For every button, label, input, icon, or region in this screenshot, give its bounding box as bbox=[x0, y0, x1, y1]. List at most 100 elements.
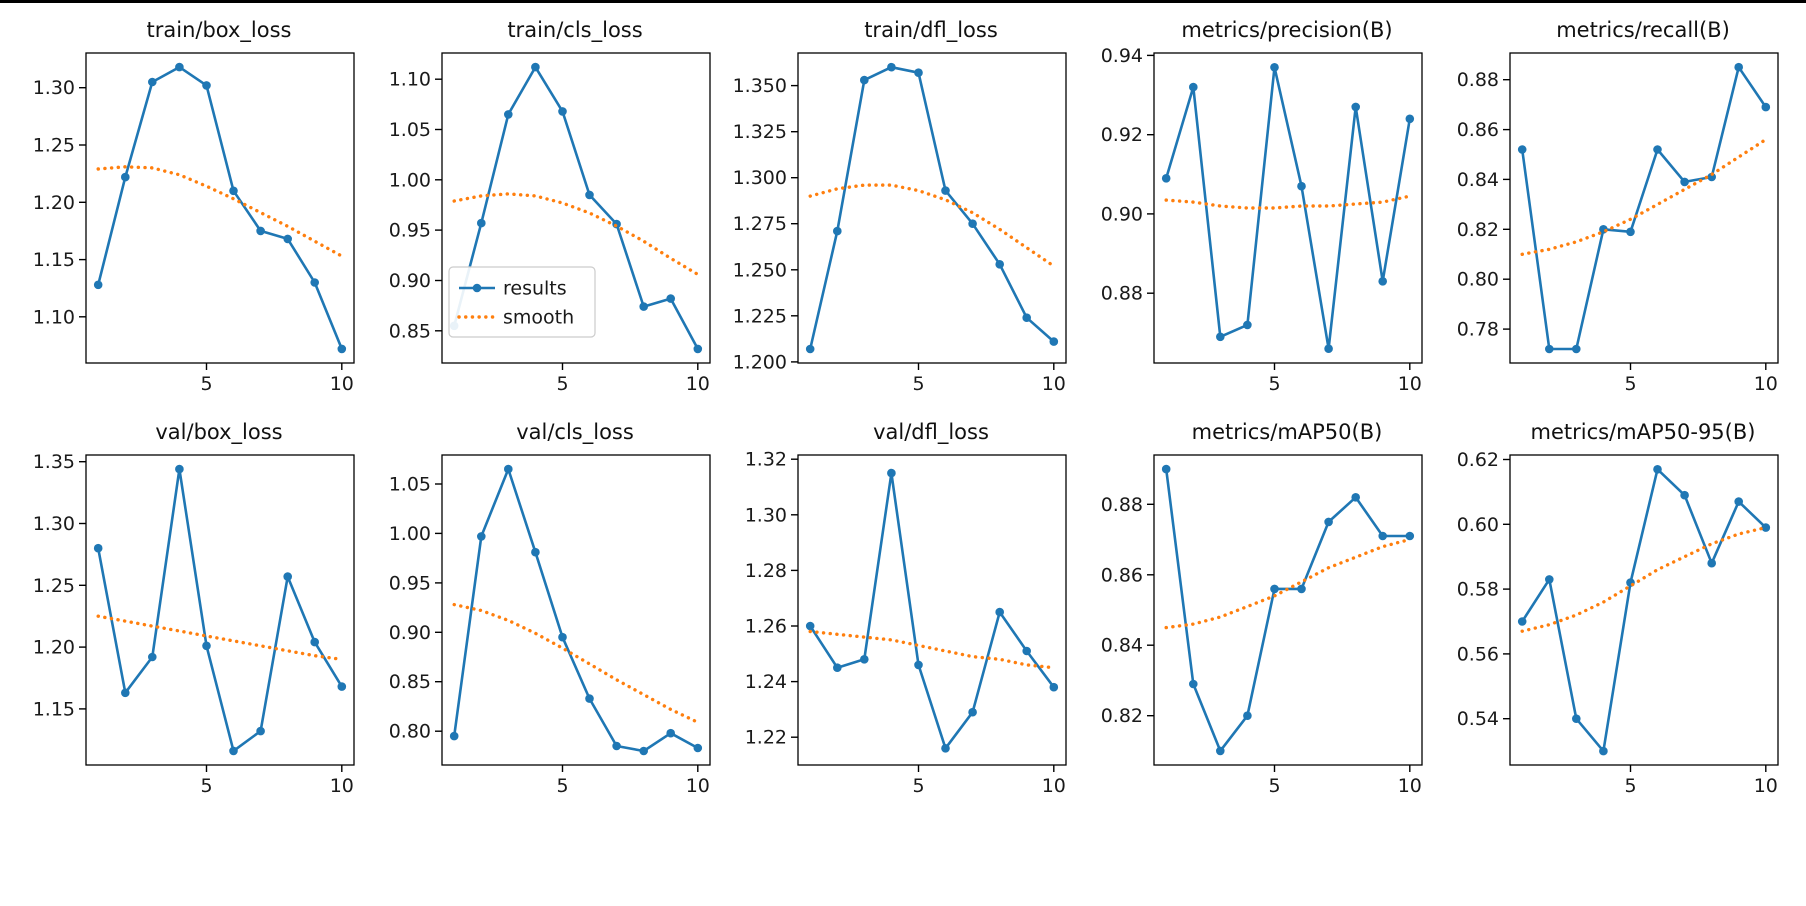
y-tick-label: 0.85 bbox=[389, 320, 431, 342]
data-point-marker bbox=[1022, 646, 1031, 656]
data-point-marker bbox=[121, 688, 130, 698]
chart-train-cls-loss: train/cls_loss 0.85 0.90 0.95 1.00 1.05 1.10 5… bbox=[376, 15, 718, 397]
data-point-marker bbox=[1161, 464, 1171, 474]
axes-spines bbox=[797, 454, 1067, 766]
data-point-marker bbox=[1049, 682, 1059, 692]
y-tick-label: 0.86 bbox=[1457, 119, 1499, 141]
data-point-marker bbox=[941, 744, 950, 753]
data-point-marker bbox=[504, 110, 513, 119]
data-point-marker bbox=[1761, 102, 1771, 112]
chart-title-val-box-loss: val/box_loss bbox=[155, 420, 283, 444]
plot-canvas-metrics-map50-95: 0.54 0.56 0.58 0.60 0.62 5 10 bbox=[1457, 449, 1779, 797]
data-point-marker bbox=[1270, 584, 1279, 594]
y-tick-label: 0.90 bbox=[1101, 203, 1143, 225]
results-line bbox=[96, 467, 343, 753]
chart-train-dfl-loss: train/dfl_loss 1.200 1.225 1.250 1.275 1.300… bbox=[732, 15, 1074, 397]
chart-metrics-recall: metrics/recall(B) 0.78 0.80 0.82 0.84 0.86 0.… bbox=[1444, 15, 1786, 397]
data-point-marker bbox=[666, 294, 675, 303]
y-tick-label: 1.00 bbox=[389, 523, 431, 545]
x-tick-label: 5 bbox=[912, 373, 924, 395]
y-tick-label: 1.30 bbox=[33, 513, 75, 535]
data-point-marker bbox=[995, 607, 1004, 617]
data-point-marker bbox=[1189, 82, 1198, 92]
data-point-marker bbox=[93, 543, 103, 553]
x-tick-label: 10 bbox=[1754, 775, 1778, 797]
data-point-marker bbox=[477, 532, 486, 541]
y-tick-label: 1.26 bbox=[745, 616, 787, 638]
y-tick-label: 1.225 bbox=[733, 305, 787, 327]
x-tick-label: 10 bbox=[686, 775, 710, 797]
y-tick-label: 0.58 bbox=[1457, 579, 1499, 601]
data-point-marker bbox=[833, 663, 842, 672]
plot-canvas-train-box-loss: 1.10 1.15 1.20 1.25 1.30 5 10 bbox=[33, 52, 355, 395]
data-point-marker bbox=[914, 660, 923, 670]
y-tick-label: 1.25 bbox=[33, 135, 75, 157]
data-point-marker bbox=[639, 302, 648, 311]
data-point-marker bbox=[612, 741, 621, 751]
plot-canvas-val-box-loss: 1.15 1.20 1.25 1.30 1.35 5 10 bbox=[33, 451, 355, 797]
data-point-marker bbox=[805, 344, 815, 354]
y-tick-label: 1.200 bbox=[733, 351, 787, 373]
data-point-marker bbox=[1680, 177, 1689, 187]
data-point-marker bbox=[337, 682, 347, 691]
chart-title-train-cls-loss: train/cls_loss bbox=[507, 18, 643, 42]
x-tick-label: 5 bbox=[1268, 373, 1280, 395]
data-point-marker bbox=[1599, 746, 1608, 756]
smooth-line bbox=[1164, 194, 1412, 210]
results-line bbox=[1520, 65, 1767, 351]
data-point-marker bbox=[1653, 465, 1662, 474]
x-tick-label: 5 bbox=[556, 775, 568, 797]
data-point-marker bbox=[256, 226, 265, 236]
data-point-marker bbox=[283, 234, 293, 244]
y-tick-label: 1.24 bbox=[745, 671, 787, 693]
axes-spines bbox=[85, 52, 355, 364]
x-tick-label: 10 bbox=[1398, 373, 1422, 395]
chart-val-box-loss: val/box_loss 1.15 1.20 1.25 1.30 1.35 5 10 bbox=[20, 417, 362, 799]
y-tick-label: 0.84 bbox=[1457, 169, 1499, 191]
data-point-marker bbox=[558, 632, 567, 642]
y-tick-label: 0.60 bbox=[1457, 514, 1499, 536]
chart-title-metrics-map50-95: metrics/mAP50-95(B) bbox=[1530, 420, 1756, 444]
data-point-marker bbox=[202, 81, 211, 90]
legend-results-marker bbox=[472, 283, 482, 293]
chart-val-cls-loss: val/cls_loss 0.80 0.85 0.90 0.95 1.00 1.05 5 10 bbox=[376, 417, 718, 799]
y-tick-label: 0.85 bbox=[389, 671, 431, 693]
y-tick-label: 1.05 bbox=[389, 474, 431, 496]
plot-canvas-val-dfl-loss: 1.22 1.24 1.26 1.28 1.30 1.32 5 10 bbox=[745, 449, 1067, 797]
smooth-line bbox=[1520, 137, 1768, 257]
data-point-marker bbox=[1270, 63, 1279, 72]
results-line bbox=[809, 471, 1055, 750]
y-tick-label: 1.10 bbox=[33, 306, 75, 328]
chart-title-train-box-loss: train/box_loss bbox=[146, 18, 292, 42]
data-point-marker bbox=[1049, 337, 1059, 346]
data-point-marker bbox=[1378, 277, 1387, 286]
y-tick-label: 1.350 bbox=[733, 75, 787, 97]
chart-val-dfl-loss: val/dfl_loss 1.22 1.24 1.26 1.28 1.30 1.32 5 10 bbox=[732, 417, 1074, 799]
smooth-line bbox=[96, 614, 344, 662]
y-tick-label: 1.35 bbox=[33, 451, 75, 473]
data-point-marker bbox=[121, 172, 130, 182]
legend-box bbox=[448, 266, 596, 338]
data-point-marker bbox=[1545, 575, 1554, 584]
data-point-marker bbox=[558, 107, 567, 116]
y-tick-label: 0.82 bbox=[1101, 705, 1143, 727]
data-point-marker bbox=[995, 260, 1004, 269]
x-tick-label: 10 bbox=[330, 373, 354, 395]
y-tick-label: 1.15 bbox=[33, 698, 75, 720]
data-point-marker bbox=[1734, 497, 1743, 506]
data-point-marker bbox=[1189, 679, 1198, 689]
smooth-line bbox=[96, 165, 344, 258]
data-point-marker bbox=[1378, 531, 1387, 541]
data-point-marker bbox=[1761, 523, 1771, 532]
data-point-marker bbox=[1216, 746, 1225, 756]
data-point-marker bbox=[1297, 584, 1306, 594]
y-tick-label: 1.32 bbox=[745, 449, 787, 471]
data-point-marker bbox=[1572, 344, 1581, 354]
data-point-marker bbox=[310, 278, 320, 287]
smooth-line bbox=[1164, 537, 1412, 630]
y-tick-label: 0.54 bbox=[1457, 708, 1499, 730]
data-point-marker bbox=[1324, 517, 1333, 527]
y-tick-label: 1.300 bbox=[733, 167, 787, 189]
smooth-line bbox=[808, 183, 1056, 268]
axes-spines bbox=[85, 454, 355, 766]
